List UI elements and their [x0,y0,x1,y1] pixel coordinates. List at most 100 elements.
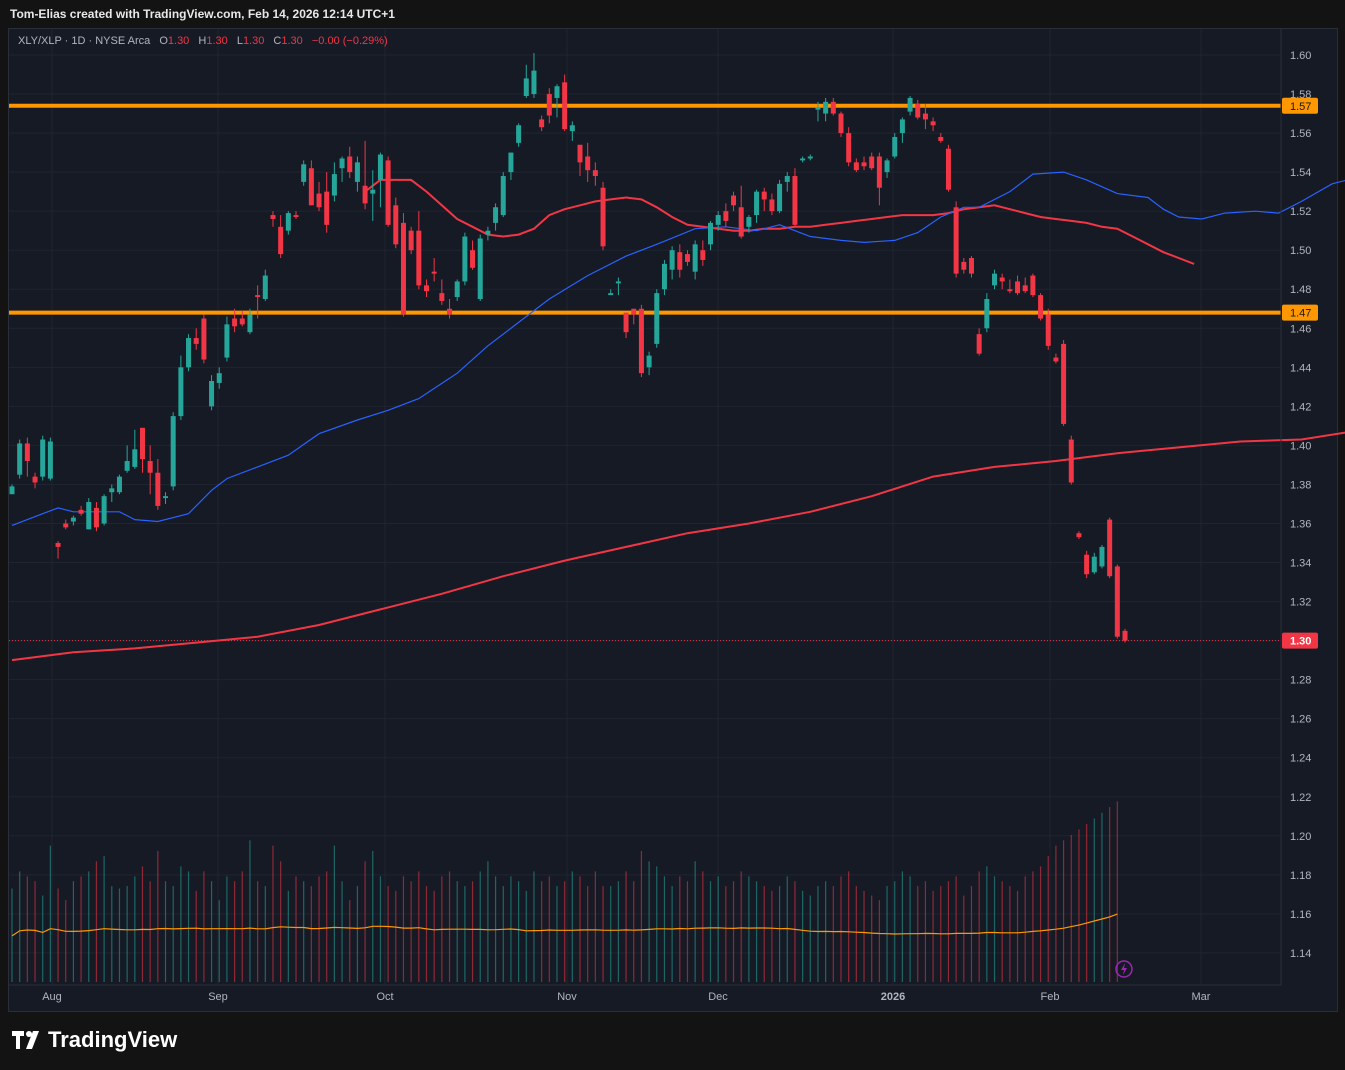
symbol-legend[interactable]: XLY/XLP · 1D · NYSE Arca O1.30 H1.30 L1.… [18,35,388,47]
volume-bar [963,895,965,982]
legend-close-label: C [273,35,282,47]
volume-bar [648,861,650,982]
candle-body [431,271,437,274]
candle-body [155,472,161,506]
y-tick-label: 1.52 [1290,206,1311,218]
candle-body [600,187,606,247]
legend-low-value: 1.30 [242,35,265,47]
candle-body [976,334,982,354]
volume-bar [725,886,727,982]
candle-body [792,176,798,225]
y-tick-label: 1.22 [1290,792,1311,804]
candle-body [700,250,706,260]
tradingview-brand[interactable]: TradingView [12,1027,177,1053]
ma-200-line [11,431,1345,662]
volume-bar [134,876,136,982]
volume-bar [1039,866,1042,982]
volume-bar [855,886,857,982]
volume-bar [180,866,182,982]
candle-body [945,148,951,190]
candle-body [285,213,291,231]
candle-body [968,258,974,274]
volume-bar [640,850,643,982]
volume-bar [164,881,167,982]
volume-bar [349,900,351,982]
volume-bar [1001,881,1003,982]
volume-bar [809,895,811,982]
candle-body [377,154,383,180]
x-tick-label: 2026 [881,991,905,1003]
candle-body [585,156,591,171]
volume-bar [479,871,481,982]
volume-bar [717,876,719,982]
candle-body [101,496,107,524]
candle-body [454,281,460,298]
volume-bar [364,861,366,982]
volume-bar [1016,890,1019,982]
y-tick-label: 1.36 [1290,518,1311,530]
candle-body [70,517,76,522]
legend-open-value: 1.30 [167,35,190,47]
candle-body [86,502,92,530]
x-tick-label: Oct [376,991,393,1003]
candle-body [608,293,614,296]
candle-body [884,160,890,173]
candle-body [32,476,38,483]
candle-body [769,199,775,212]
volume-bar [49,845,51,982]
volume-bar [740,871,742,982]
candle-body [823,101,829,114]
candle-body [1030,275,1036,296]
volume-bar [172,886,174,982]
y-tick-label: 1.26 [1290,714,1311,726]
candle-body [116,476,122,493]
last-price-tag [1282,632,1318,649]
candle-body [661,263,667,290]
candle-body [40,439,46,477]
legend-symbol[interactable]: XLY/XLP · 1D · NYSE Arca [18,35,151,47]
candle-body [999,277,1005,282]
volume-bar [610,886,612,982]
volume-bar [387,886,389,982]
candle-body [470,250,476,268]
volume-bar [594,871,596,982]
volume-bar [318,876,320,982]
candle-body [1122,630,1128,641]
volume-bar [280,861,282,982]
candle-body [255,295,261,298]
volume-bar [848,871,850,982]
candle-body [623,312,629,333]
volume-bar [356,886,359,982]
candle-body [354,162,360,182]
candle-body [139,427,145,460]
volume-bar [149,881,151,982]
candle-body [186,338,192,368]
volume-ma-line [11,913,1118,937]
volume-bar [970,886,973,982]
candle-body [124,461,130,471]
volume-bar [986,866,988,982]
volume-bar [1109,807,1111,982]
volume-bar [924,881,927,982]
candle-body [132,449,138,467]
volume-bar [763,886,765,982]
volume-bar [817,886,819,982]
volume-bar [871,895,873,982]
candle-body [677,252,683,270]
volume-bar [679,876,681,982]
candle-body [861,162,867,167]
candle-body [47,441,53,479]
volume-bar [341,881,343,982]
y-tick-label: 1.16 [1290,909,1311,921]
candle-body [539,119,545,128]
volume-bar [1093,818,1095,982]
volume-bar [1078,829,1080,982]
volume-bar [832,886,834,982]
chart-pane[interactable] [8,28,1338,1012]
candle-body [930,121,936,126]
volume-bar [541,881,543,982]
volume-bar [1116,801,1118,982]
candle-body [1084,554,1090,575]
candle-body [331,174,337,196]
